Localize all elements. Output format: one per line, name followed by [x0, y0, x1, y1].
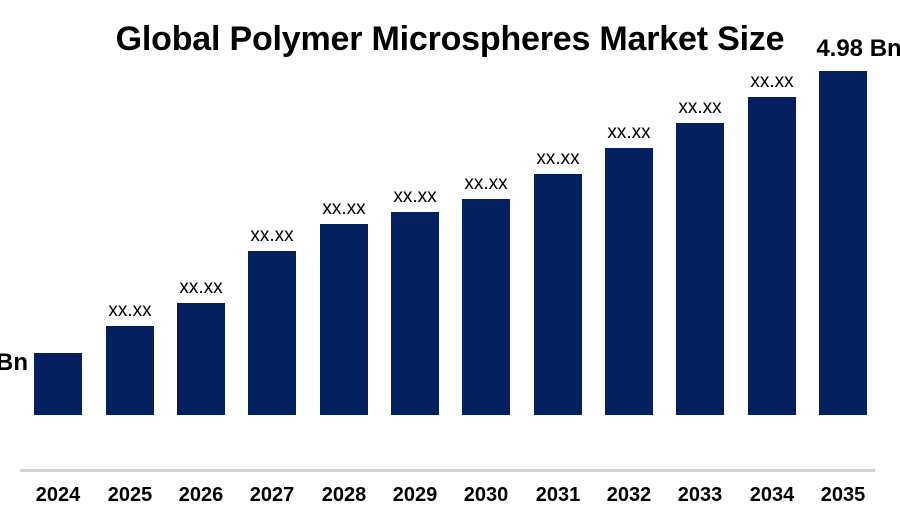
bar-value-label-2028: xx.xx — [322, 198, 366, 219]
bar-group-2032[interactable]: xx.xx — [605, 122, 653, 415]
bar-value-label-2025: xx.xx — [108, 300, 152, 321]
bar-2033[interactable] — [676, 123, 724, 415]
bar-group-2029[interactable]: xx.xx — [391, 186, 439, 415]
plot-area: 1.96 Bn xx.xx xx.xx xx.xx xx.xx xx.xx xx.xx xx.… — [0, 35, 900, 472]
bar-group-2027[interactable]: xx.xx — [248, 225, 296, 415]
bar-2028[interactable] — [320, 224, 368, 415]
bar-2025[interactable] — [106, 326, 154, 415]
bar-value-label-2033: xx.xx — [678, 97, 722, 118]
bar-value-label-2030: xx.xx — [464, 173, 508, 194]
x-axis-label-2029: 2029 — [392, 484, 438, 506]
bar-group-2035[interactable]: 4.98 Bn — [816, 35, 900, 415]
bar-value-label-2035: 4.98 Bn — [816, 35, 900, 62]
bar-group-2033[interactable]: xx.xx — [676, 97, 724, 415]
bar-2030[interactable] — [462, 199, 510, 415]
bar-group-2025[interactable]: xx.xx — [106, 300, 154, 415]
bar-value-label-2024: 1.96 Bn — [0, 349, 28, 376]
chart-title: Global Polymer Microspheres Market Size — [115, 20, 785, 58]
x-axis-label-2031: 2031 — [535, 484, 581, 506]
bar-value-label-2034: xx.xx — [750, 71, 794, 92]
bar-group-2034[interactable]: xx.xx — [748, 71, 796, 415]
bar-2035[interactable] — [819, 71, 867, 415]
bar-2032[interactable] — [605, 148, 653, 415]
bar-2034[interactable] — [748, 97, 796, 415]
bar-value-label-2026: xx.xx — [179, 277, 223, 298]
bar-value-label-2031: xx.xx — [536, 148, 580, 169]
x-axis-label-2034: 2034 — [749, 484, 795, 506]
bar-group-2026[interactable]: xx.xx — [177, 277, 225, 415]
bar-value-label-2029: xx.xx — [393, 186, 437, 207]
bar-2027[interactable] — [248, 251, 296, 415]
x-axis-label-2030: 2030 — [463, 484, 509, 506]
x-axis-label-2025: 2025 — [107, 484, 153, 506]
bar-2029[interactable] — [391, 212, 439, 415]
bar-2031[interactable] — [534, 174, 582, 415]
bar-group-2030[interactable]: xx.xx — [462, 173, 510, 415]
bar-group-2024[interactable]: 1.96 Bn — [0, 349, 82, 415]
x-axis-label-2032: 2032 — [606, 484, 652, 506]
x-axis-line — [20, 469, 875, 472]
bar-group-2031[interactable]: xx.xx — [534, 148, 582, 415]
bar-value-label-2032: xx.xx — [607, 122, 651, 143]
x-axis-label-2027: 2027 — [249, 484, 295, 506]
x-axis-label-2035: 2035 — [820, 484, 866, 506]
x-axis-label-2028: 2028 — [321, 484, 367, 506]
x-axis-label-2026: 2026 — [178, 484, 224, 506]
bar-group-2028[interactable]: xx.xx — [320, 198, 368, 415]
x-axis-label-2033: 2033 — [677, 484, 723, 506]
bar-2024[interactable] — [34, 353, 82, 415]
bar-value-label-2027: xx.xx — [250, 225, 294, 246]
x-axis-label-2024: 2024 — [35, 484, 81, 506]
bar-2026[interactable] — [177, 303, 225, 415]
